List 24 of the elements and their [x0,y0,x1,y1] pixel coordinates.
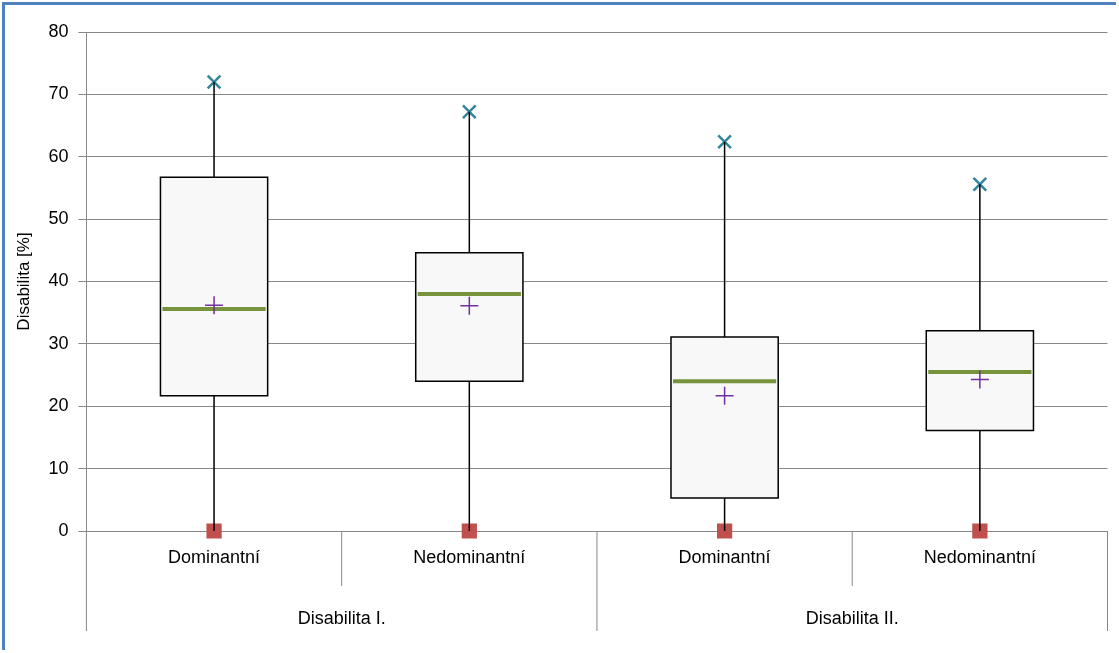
point [461,104,477,120]
point [461,523,477,539]
x-tick-label: Dominantní [168,546,261,567]
y-tick-label: 70 [48,83,69,104]
y-tick-label: 20 [48,395,69,416]
y-tick-label: 30 [48,332,69,353]
point [206,74,222,90]
point [716,134,733,150]
point [972,523,988,539]
text: Disabilita II. [805,607,899,628]
y-tick-label: 80 [48,20,69,41]
y-tick-label: 10 [48,457,69,478]
y-tick-label: 40 [48,270,69,291]
y-tick-label: 0 [58,519,69,540]
x-tick-label: Dominantní [678,546,771,567]
point [972,176,988,192]
point [716,523,733,539]
y-tick-label: 60 [48,145,69,166]
y-axis-title: Disabilita [%] [13,232,33,331]
y-tick-label: 50 [48,208,69,229]
x-tick-label: Nedominantní [923,546,1036,567]
text: Disabilita I. [297,607,386,628]
x-tick-label: Nedominantní [413,546,526,567]
point [206,523,222,539]
